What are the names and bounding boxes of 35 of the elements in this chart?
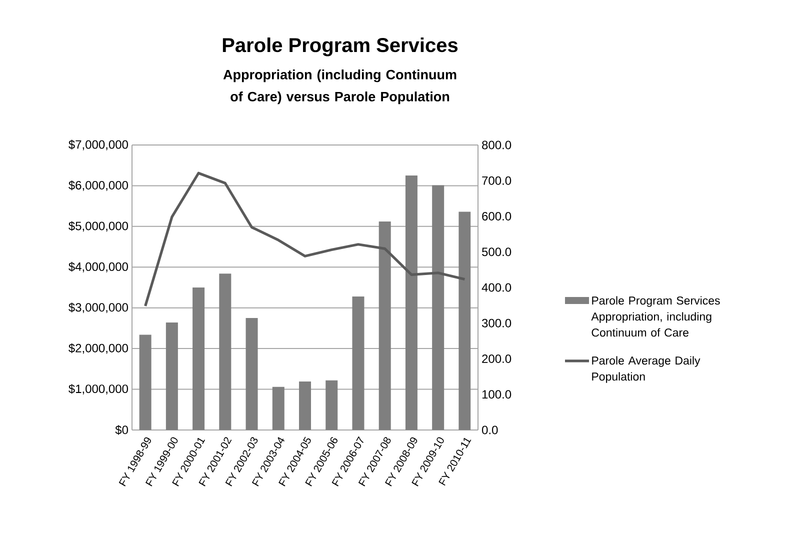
bar — [246, 318, 258, 430]
y-tick-label: $2,000,000 — [68, 343, 128, 354]
bar — [219, 274, 232, 430]
bar — [326, 380, 338, 430]
y2-tick-label: 100.0 — [482, 390, 512, 399]
y2-tick-label: 300.0 — [482, 318, 512, 328]
chart-subtitle: Appropriation (including Continuum of Care) versus Parole Population — [223, 70, 456, 104]
y-tick-label: $4,000,000 — [68, 262, 128, 272]
y-tick-label: $6,000,000 — [68, 180, 128, 191]
bar — [458, 212, 471, 430]
line-series — [144, 172, 466, 308]
y-tick-label: $3,000,000 — [68, 302, 128, 314]
bar — [166, 322, 178, 430]
y2-tick-label: 200.0 — [482, 354, 512, 363]
bar — [272, 386, 284, 430]
bar — [299, 382, 312, 430]
y-tick-label: $5,000,000 — [68, 221, 128, 232]
y2-tick-label: 800.0 — [482, 140, 512, 150]
legend-label: Parole Average Daily Population — [592, 356, 700, 383]
bar — [192, 287, 205, 430]
bar — [432, 185, 444, 430]
y-tick-label: $7,000,000 — [68, 140, 128, 150]
y2-tick-label: 0.0 — [482, 426, 498, 434]
legend-label: Parole Program Services Appropriation, including Continuum of Care — [591, 296, 720, 337]
y2-tick-label: 500.0 — [482, 248, 512, 256]
y-tick-label: $1,000,000 — [68, 384, 128, 394]
bar — [139, 334, 152, 430]
chart-title: Parole Program Services — [222, 38, 458, 56]
bar — [378, 222, 391, 430]
bar — [352, 296, 364, 430]
y2-tick-label: 400.0 — [482, 283, 512, 292]
y2-tick-label: 700.0 — [482, 176, 512, 185]
y-tick-label: $0 — [115, 425, 128, 435]
y2-tick-label: 600.0 — [482, 212, 512, 220]
bar — [405, 176, 418, 430]
